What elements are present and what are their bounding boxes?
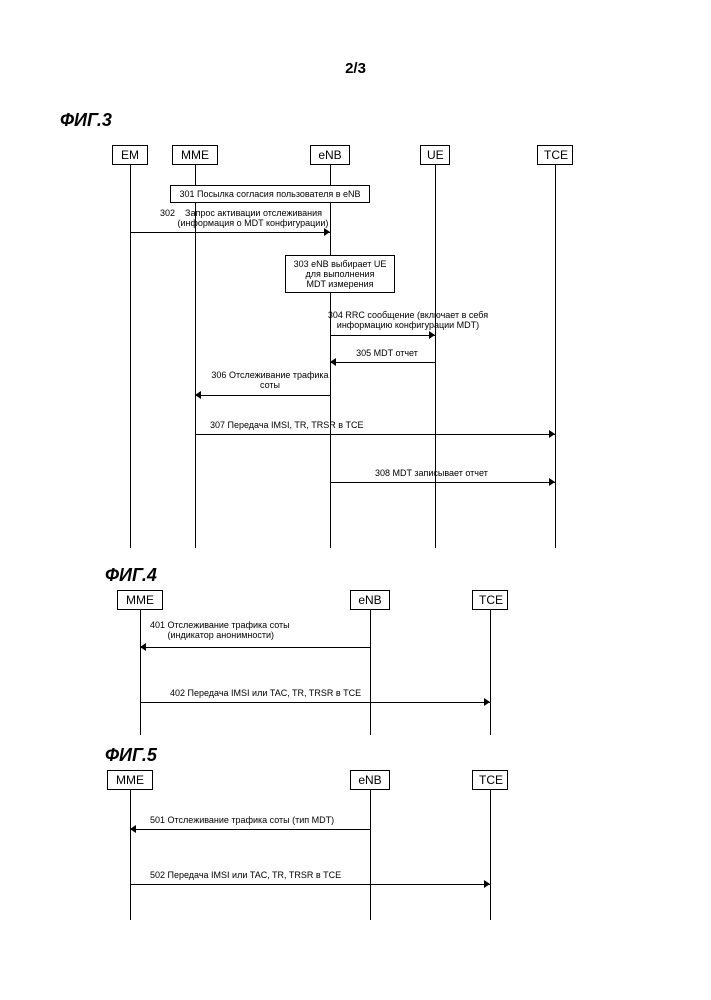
fig3-arrow307 <box>195 434 555 435</box>
page: 2/3 ФИГ.3 EM MME eNB UE TCE 301 Посылка … <box>0 0 711 1000</box>
fig3-msg304: 304 RRC сообщение (включает в себя инфор… <box>308 310 508 330</box>
fig5-arrow502 <box>130 884 490 885</box>
fig3-msg303-box: 303 eNB выбирает UE для выполнения MDT и… <box>285 255 395 293</box>
fig3-actor-tce: TCE <box>537 145 573 165</box>
page-number: 2/3 <box>345 60 366 77</box>
fig4-msg402: 402 Передача IMSI или TAC, TR, TRSR в TC… <box>170 688 361 698</box>
fig5-actor-enb: eNB <box>350 770 390 790</box>
fig3-lifeline-em <box>130 165 131 548</box>
fig5-msg502: 502 Передача IMSI или TAC, TR, TRSR в TC… <box>150 870 341 880</box>
fig5-lifeline-tce <box>490 790 491 920</box>
fig5-actor-mme: MME <box>107 770 153 790</box>
fig3-arrow304-head <box>429 331 435 339</box>
fig4-lifeline-enb <box>370 610 371 735</box>
fig4-arrow402 <box>140 702 490 703</box>
fig3-msg301: 301 Посылка согласия пользователя в eNB <box>180 189 361 199</box>
fig3-msg306: 306 Отслеживание трафика соты <box>205 370 335 390</box>
fig4-label: ФИГ.4 <box>105 565 157 586</box>
fig3-msg301-box: 301 Посылка согласия пользователя в eNB <box>170 185 370 203</box>
fig3-msg307: 307 Передача IMSI, TR, TRSR в TCE <box>210 420 364 430</box>
fig3-arrow306 <box>195 395 330 396</box>
fig5-arrow502-head <box>484 880 490 888</box>
fig3-arrow302 <box>130 232 330 233</box>
fig4-lifeline-tce <box>490 610 491 735</box>
fig4-arrow402-head <box>484 698 490 706</box>
fig3-msg302: 302 Запрос активации отслеживания (инфор… <box>160 208 360 228</box>
fig4-lifeline-mme <box>140 610 141 735</box>
fig3-arrow305-head <box>330 358 336 366</box>
fig3-actor-mme: MME <box>172 145 218 165</box>
fig3-arrow305 <box>330 362 435 363</box>
fig5-lifeline-mme <box>130 790 131 920</box>
fig5-actor-tce: TCE <box>472 770 508 790</box>
fig5-arrow501 <box>130 829 370 830</box>
fig3-actor-ue: UE <box>420 145 450 165</box>
fig3-arrow308 <box>330 482 555 483</box>
fig3-actor-em: EM <box>112 145 148 165</box>
fig5-arrow501-head <box>130 825 136 833</box>
fig4-msg401: 401 Отслеживание трафика соты (индикатор… <box>150 620 350 640</box>
fig5-label: ФИГ.5 <box>105 745 157 766</box>
fig5-msg501: 501 Отслеживание трафика соты (тип MDT) <box>150 815 334 825</box>
fig3-actor-enb: eNB <box>310 145 350 165</box>
fig3-arrow308-head <box>549 478 555 486</box>
fig5-lifeline-enb <box>370 790 371 920</box>
fig3-lifeline-tce <box>555 165 556 548</box>
fig4-arrow401 <box>140 647 370 648</box>
fig3-arrow306-head <box>195 391 201 399</box>
fig4-actor-enb: eNB <box>350 590 390 610</box>
fig3-msg308: 308 MDT записывает отчет <box>375 468 488 478</box>
fig3-lifeline-ue <box>435 165 436 548</box>
fig3-label: ФИГ.3 <box>60 110 112 131</box>
fig3-msg305: 305 MDT отчет <box>342 348 432 358</box>
fig4-arrow401-head <box>140 643 146 651</box>
fig4-actor-tce: TCE <box>472 590 508 610</box>
fig3-arrow302-head <box>324 228 330 236</box>
fig3-arrow307-head <box>549 430 555 438</box>
fig3-arrow304 <box>330 335 435 336</box>
fig4-actor-mme: MME <box>117 590 163 610</box>
